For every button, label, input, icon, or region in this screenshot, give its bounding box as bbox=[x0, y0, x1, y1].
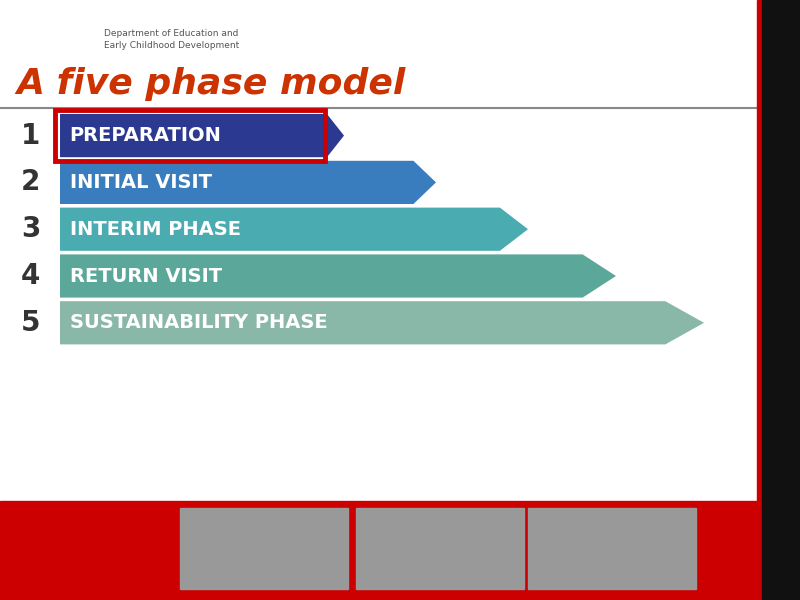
Polygon shape bbox=[60, 114, 344, 157]
Bar bbox=[762, 0, 800, 600]
Polygon shape bbox=[60, 161, 436, 204]
Bar bbox=[0, 0, 757, 108]
Text: RETURN VISIT: RETURN VISIT bbox=[70, 266, 222, 286]
Text: INITIAL VISIT: INITIAL VISIT bbox=[70, 173, 211, 192]
Polygon shape bbox=[60, 301, 704, 344]
Bar bbox=[180, 508, 348, 589]
Text: Department of Education and: Department of Education and bbox=[104, 28, 238, 37]
Bar bbox=[0, 0, 757, 108]
Polygon shape bbox=[60, 208, 528, 251]
Text: 4: 4 bbox=[21, 262, 40, 290]
Text: 1: 1 bbox=[21, 122, 40, 149]
Text: 3: 3 bbox=[21, 215, 40, 243]
Text: 2: 2 bbox=[21, 169, 40, 196]
Text: 5: 5 bbox=[21, 309, 40, 337]
Polygon shape bbox=[60, 254, 616, 298]
Bar bbox=[528, 508, 696, 589]
Text: PREPARATION: PREPARATION bbox=[70, 126, 222, 145]
Text: INTERIM PHASE: INTERIM PHASE bbox=[70, 220, 241, 239]
Text: SUSTAINABILITY PHASE: SUSTAINABILITY PHASE bbox=[70, 313, 327, 332]
Bar bbox=[757, 0, 762, 600]
Text: A five phase model: A five phase model bbox=[16, 67, 406, 101]
Text: Early Childhood Development: Early Childhood Development bbox=[104, 40, 239, 49]
Bar bbox=[356, 508, 524, 589]
Bar bbox=[0, 501, 757, 600]
Bar bbox=[55, 110, 325, 161]
